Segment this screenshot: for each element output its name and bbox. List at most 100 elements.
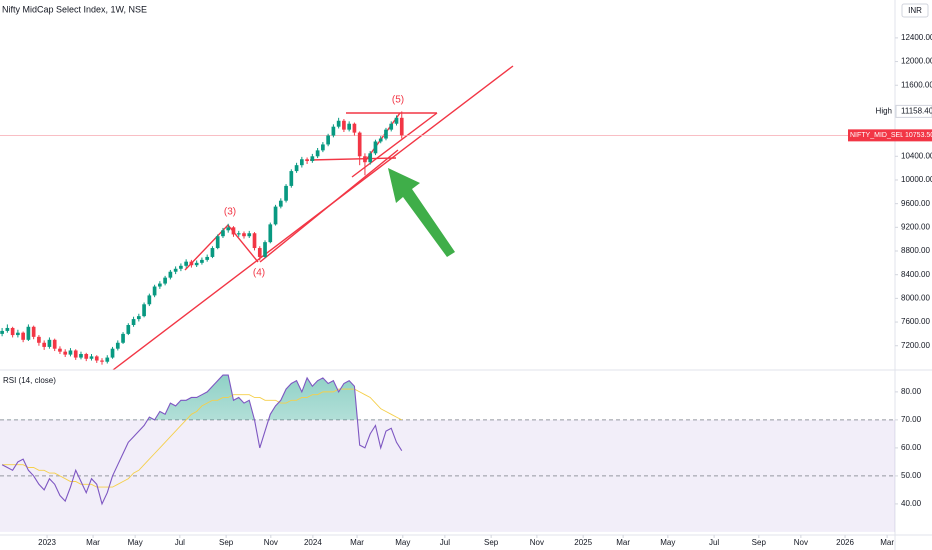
candle-body: [200, 259, 204, 263]
candle-body: [79, 354, 83, 358]
candle-body: [347, 123, 352, 130]
x-tick-label: May: [128, 538, 143, 547]
candle-body: [331, 126, 336, 136]
rsi-line: [1, 374, 403, 506]
candle-body: [231, 227, 236, 235]
candle-body: [37, 336, 41, 343]
candle-body: [10, 327, 15, 336]
trend-line: [259, 149, 399, 263]
last-value: 10753.50: [905, 132, 932, 139]
x-tick-label: 2023: [38, 538, 56, 547]
x-tick-label: Nov: [264, 538, 278, 547]
triangle-line: [309, 157, 397, 161]
candle-body: [294, 165, 299, 172]
candle-body: [399, 117, 404, 136]
y-tick-label: 10000.00: [901, 175, 932, 184]
candle-body: [394, 117, 399, 124]
candle-body: [121, 333, 125, 343]
candle-body: [321, 144, 325, 151]
rsi-tick-label: 40.00: [901, 499, 922, 508]
y-tick-label: 10400.00: [901, 151, 932, 160]
y-tick-label: 8400.00: [901, 270, 930, 279]
high-value: 11158.40: [901, 107, 932, 116]
currency-box[interactable]: [901, 3, 929, 18]
rsi-tick-label: 60.00: [901, 443, 922, 452]
x-tick-label: Jul: [440, 538, 450, 547]
candle-body: [215, 236, 220, 249]
candle-body: [21, 332, 25, 340]
candle-body: [352, 123, 357, 133]
candle-body: [194, 262, 199, 266]
high-label: High: [876, 107, 892, 116]
candle-body: [389, 123, 394, 130]
candle-body: [210, 248, 215, 257]
x-tick-label: Mar: [616, 538, 630, 547]
symbol-label: NIFTY_MID_SELECT: [850, 132, 919, 139]
candle-body: [126, 325, 131, 334]
candle-body: [100, 360, 104, 362]
candle-body: [263, 242, 267, 257]
candle-body: [278, 200, 283, 207]
rsi-tick-label: 80.00: [901, 387, 922, 396]
candle-body: [189, 261, 194, 266]
x-tick-label: Mar: [350, 538, 364, 547]
x-tick-label: 2024: [304, 538, 322, 547]
x-tick-label: May: [660, 538, 675, 547]
candle-body: [5, 327, 10, 331]
candle-body: [115, 342, 120, 349]
candle-body: [58, 348, 62, 352]
candle-body: [94, 356, 99, 361]
candle-body: [236, 233, 241, 235]
x-tick-label: Mar: [86, 538, 100, 547]
candle-body: [273, 206, 278, 225]
candle-body: [363, 156, 367, 163]
candle-body: [252, 233, 257, 249]
x-tick-label: May: [395, 538, 410, 547]
y-tick-label: 8000.00: [901, 293, 930, 302]
wave-line: [365, 112, 401, 161]
x-tick-label: 2025: [574, 538, 592, 547]
candle-body: [221, 230, 225, 237]
candle-body: [84, 354, 89, 359]
x-tick-label: Nov: [794, 538, 808, 547]
candle-body: [368, 153, 373, 163]
candle-body: [257, 248, 262, 257]
y-tick-label: 9200.00: [901, 222, 930, 231]
candle-body: [110, 348, 115, 358]
y-tick-label: 7600.00: [901, 317, 930, 326]
y-tick-label: 8800.00: [901, 246, 930, 255]
candle-body: [226, 227, 231, 231]
candle-body: [158, 283, 162, 287]
y-tick-label: 12400.00: [901, 33, 932, 42]
y-tick-label: 9600.00: [901, 199, 930, 208]
x-tick-label: Nov: [530, 538, 544, 547]
chart-title: Nifty MidCap Select Index, 1W, NSE: [2, 4, 147, 14]
candle-body: [52, 339, 57, 349]
currency: INR: [908, 6, 922, 15]
candle-body: [0, 330, 4, 334]
wave-label: (3): [224, 207, 236, 218]
overbought-fill: [147, 375, 358, 420]
candle-body: [163, 277, 167, 284]
last-box: [903, 129, 932, 142]
x-tick-label: 2026: [836, 538, 854, 547]
arrow: [388, 168, 455, 257]
x-tick-label: Jul: [709, 538, 719, 547]
x-tick-label: Sep: [484, 538, 499, 547]
candle-body: [247, 233, 252, 237]
candle-body: [378, 138, 383, 142]
wave-label: (5): [392, 95, 404, 106]
y-tick-label: 7200.00: [901, 341, 930, 350]
symbol-box: [848, 129, 903, 142]
candle-body: [68, 350, 73, 355]
rsi-ma-line: [2, 388, 402, 488]
candle-body: [205, 256, 210, 260]
y-tick-label: 12000.00: [901, 57, 932, 66]
candle-body: [142, 304, 146, 317]
candle-body: [89, 356, 94, 359]
triangle-line: [351, 112, 438, 178]
x-tick-label: Jul: [175, 538, 185, 547]
rsi-title: RSI (14, close): [3, 376, 56, 385]
rsi-tick-label: 70.00: [901, 415, 922, 424]
